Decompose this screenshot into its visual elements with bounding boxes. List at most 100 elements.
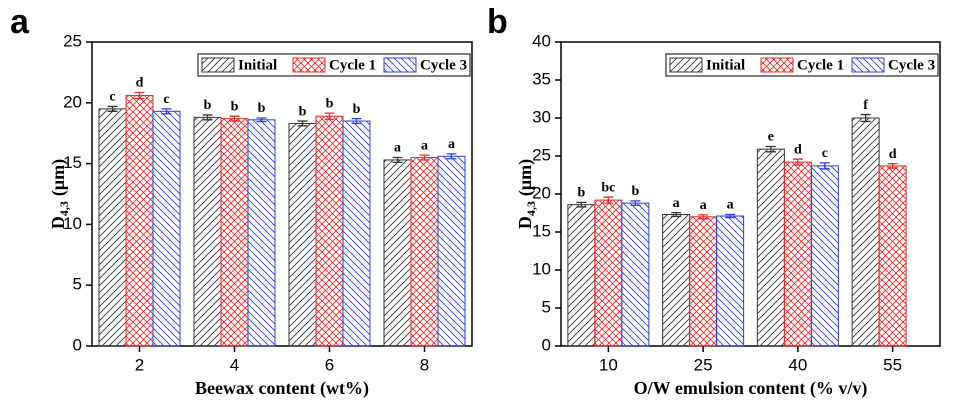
bar (315, 115, 344, 347)
significance-letter: b (326, 96, 334, 111)
error-bar (630, 200, 641, 207)
panel-label: a (10, 3, 30, 41)
significance-letter: d (136, 76, 144, 91)
error-bar (107, 105, 118, 112)
error-bar (887, 162, 898, 169)
significance-letter: b (353, 102, 361, 117)
y-axis-title: D4,3(μm) (515, 159, 538, 229)
significance-letter: a (394, 141, 401, 156)
legend-swatch (292, 57, 326, 73)
error-bar (446, 153, 457, 160)
x-tick-label: 10 (599, 355, 618, 374)
y-tick-label: 25 (63, 31, 82, 50)
legend-swatch (669, 57, 703, 73)
bar (410, 157, 439, 347)
legend-label: Cycle 3 (420, 57, 467, 73)
significance-letter: e (768, 130, 774, 145)
bar (152, 110, 181, 347)
legend-swatch (760, 57, 794, 73)
legend-label: Cycle 1 (797, 57, 844, 73)
x-tick-label: 55 (883, 355, 902, 374)
error-bar (256, 117, 267, 123)
significance-letter: a (421, 138, 428, 153)
x-tick-label: 2 (135, 355, 144, 374)
bar (716, 215, 745, 347)
x-tick-label: 6 (325, 355, 334, 374)
bar (851, 117, 880, 347)
y-tick-label: 10 (532, 259, 551, 278)
bar (98, 108, 127, 347)
y-tick-label: 15 (63, 153, 82, 172)
error-bar (698, 214, 709, 220)
error-bar (392, 156, 403, 164)
y-tick-label: 40 (532, 31, 551, 50)
y-tick-label: 5 (542, 297, 551, 316)
y-tick-label: 20 (532, 183, 551, 202)
significance-letter: b (299, 104, 307, 119)
bar (621, 202, 650, 347)
significance-letter: a (448, 137, 455, 152)
significance-letter: f (863, 98, 868, 113)
y-tick-label: 5 (73, 275, 82, 294)
bar (125, 95, 154, 347)
bar (288, 122, 317, 347)
x-axis-title: Beewax content (wt%) (195, 378, 369, 399)
significance-letter: c (822, 146, 828, 161)
significance-letter: d (794, 142, 802, 157)
significance-letter: a (727, 198, 734, 213)
significance-letter: a (673, 196, 680, 211)
significance-letter: bc (601, 180, 615, 195)
y-tick-label: 30 (532, 107, 551, 126)
legend-label: Initial (238, 57, 277, 73)
x-tick-label: 40 (788, 355, 807, 374)
x-tick-label: 25 (694, 355, 713, 374)
error-bar (229, 115, 240, 122)
plot-frame (91, 41, 473, 347)
error-bar (576, 201, 587, 208)
error-bar (297, 120, 308, 127)
error-bar (161, 108, 172, 115)
bar (193, 116, 222, 347)
bar (342, 120, 371, 347)
bar (383, 159, 412, 347)
x-tick-label: 8 (420, 355, 429, 374)
y-tick-label: 25 (532, 145, 551, 164)
bar (567, 204, 596, 347)
x-axis-title: O/W emulsion content (% v/v) (634, 378, 868, 399)
legend-swatch (851, 57, 885, 73)
error-bar (134, 91, 145, 100)
error-bar (351, 117, 362, 125)
bar (756, 148, 785, 347)
error-bar (819, 162, 830, 170)
legend-label: Initial (706, 57, 745, 73)
error-bar (671, 211, 682, 218)
y-tick-label: 10 (63, 214, 82, 233)
error-bar (792, 158, 803, 166)
legend-label: Cycle 1 (329, 57, 376, 73)
bar (220, 118, 249, 347)
significance-letter: b (258, 101, 266, 116)
error-bar (725, 213, 736, 219)
significance-letter: c (109, 90, 115, 105)
error-bar (860, 113, 871, 123)
significance-letter: a (700, 198, 707, 213)
error-bar (419, 154, 430, 161)
bar (810, 165, 839, 347)
bar (783, 161, 812, 347)
error-bar (202, 114, 213, 121)
bar (594, 199, 623, 347)
legend-swatch (201, 57, 235, 73)
panel-label: b (487, 3, 508, 41)
y-axis-title: D4,3(μm) (48, 159, 71, 229)
significance-letter: b (577, 186, 585, 201)
bar (878, 165, 907, 347)
y-tick-label: 0 (542, 335, 551, 354)
significance-letter: b (231, 99, 239, 114)
y-tick-label: 0 (73, 335, 82, 354)
bar (247, 119, 276, 347)
significance-letter: b (631, 184, 639, 199)
bar (662, 214, 691, 347)
y-tick-label: 15 (532, 221, 551, 240)
legend-label: Cycle 3 (888, 57, 935, 73)
